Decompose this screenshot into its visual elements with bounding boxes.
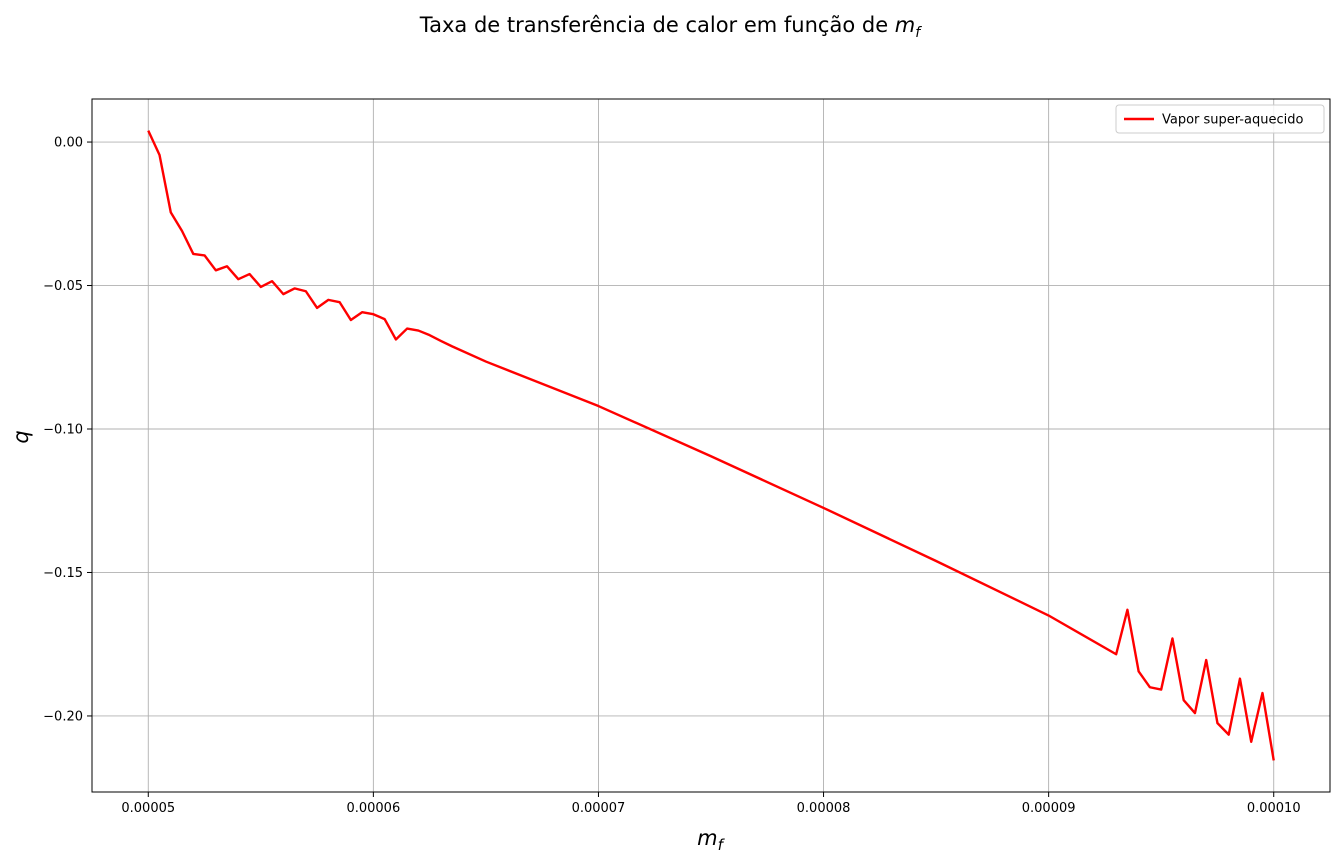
y-tick-label: −0.10 <box>43 423 83 438</box>
x-axis-label-sub: f <box>718 836 726 854</box>
x-tick-label: 0.00008 <box>797 801 851 816</box>
y-tick-label: −0.15 <box>43 566 83 581</box>
y-tick-label: 0.00 <box>54 136 83 151</box>
y-tick-label: −0.20 <box>43 709 83 724</box>
x-tick-label: 0.00007 <box>572 801 626 816</box>
y-axis-label: q <box>9 430 33 443</box>
x-tick-label: 0.00009 <box>1022 801 1076 816</box>
legend-box <box>1115 104 1325 134</box>
x-axis-label-base: m <box>697 826 717 850</box>
chart-title: Taxa de transferência de calor em função… <box>419 13 922 41</box>
chart-title-math-sub: f <box>915 25 922 41</box>
series-line <box>147 130 1275 761</box>
legend: Vapor super-aquecido <box>1115 104 1325 134</box>
x-tick-label: 0.00010 <box>1247 801 1301 816</box>
x-tick-label: 0.00006 <box>346 801 400 816</box>
plot-frame <box>91 98 1331 793</box>
grid <box>92 99 1330 792</box>
legend-label: Vapor super-aquecido <box>1162 113 1303 128</box>
series-layer <box>147 130 1275 761</box>
chart-title-math-base: m <box>895 13 915 37</box>
x-axis-ticks: 0.00005 0.00006 0.00007 0.00008 0.00009 0.000… <box>121 792 1301 816</box>
x-tick-label: 0.00005 <box>121 801 175 816</box>
y-tick-label: −0.05 <box>43 279 83 294</box>
chart-title-text: Taxa de transferência de calor em função… <box>419 13 895 37</box>
x-axis-label: mf <box>697 826 725 854</box>
y-axis-ticks: 0.00 −0.05 −0.10 −0.15 −0.20 <box>43 136 92 724</box>
